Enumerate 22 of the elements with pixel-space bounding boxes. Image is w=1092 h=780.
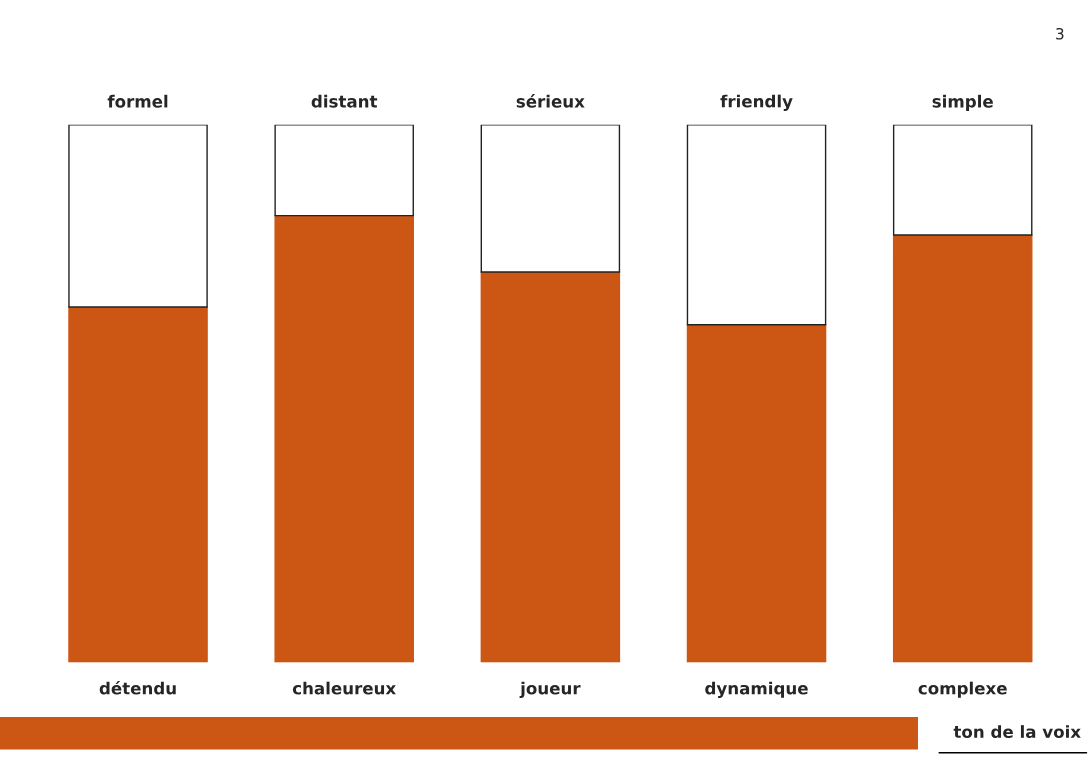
annotation: sérieux: [516, 94, 585, 108]
bar: [274, 214, 414, 663]
x-tick-label: complexe: [918, 681, 1007, 698]
annotation: simple: [932, 94, 993, 111]
bar: [480, 271, 621, 663]
bar: [892, 124, 1033, 236]
bar: [686, 324, 827, 663]
x-tick-label: joueur: [519, 681, 581, 698]
x-tick-label: détendu: [99, 681, 176, 695]
bar: [274, 124, 414, 217]
bar: [480, 124, 621, 273]
bar: [892, 234, 1033, 663]
text: 3: [1056, 27, 1064, 40]
x-tick-label: chaleureux: [292, 681, 396, 695]
bar: [68, 306, 208, 663]
text: ton de la voix: [953, 725, 1081, 739]
bar: [68, 124, 208, 308]
x-tick-label: dynamique: [705, 681, 808, 698]
annotation: distant: [311, 94, 378, 108]
annotation: formel: [107, 94, 168, 108]
bar: [686, 124, 827, 326]
annotation: friendly: [720, 94, 793, 111]
